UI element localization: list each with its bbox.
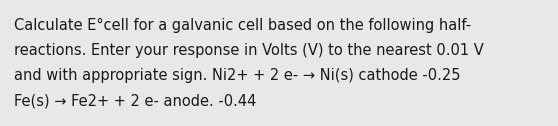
Text: Fe(s) → Fe2+ + 2 e- anode. -0.44: Fe(s) → Fe2+ + 2 e- anode. -0.44 <box>14 93 256 108</box>
Text: reactions. Enter your response in Volts (V) to the nearest 0.01 V: reactions. Enter your response in Volts … <box>14 43 484 58</box>
Text: Calculate E°cell for a galvanic cell based on the following half-: Calculate E°cell for a galvanic cell bas… <box>14 18 471 33</box>
Text: and with appropriate sign. Ni2+ + 2 e- → Ni(s) cathode -0.25: and with appropriate sign. Ni2+ + 2 e- →… <box>14 68 460 83</box>
